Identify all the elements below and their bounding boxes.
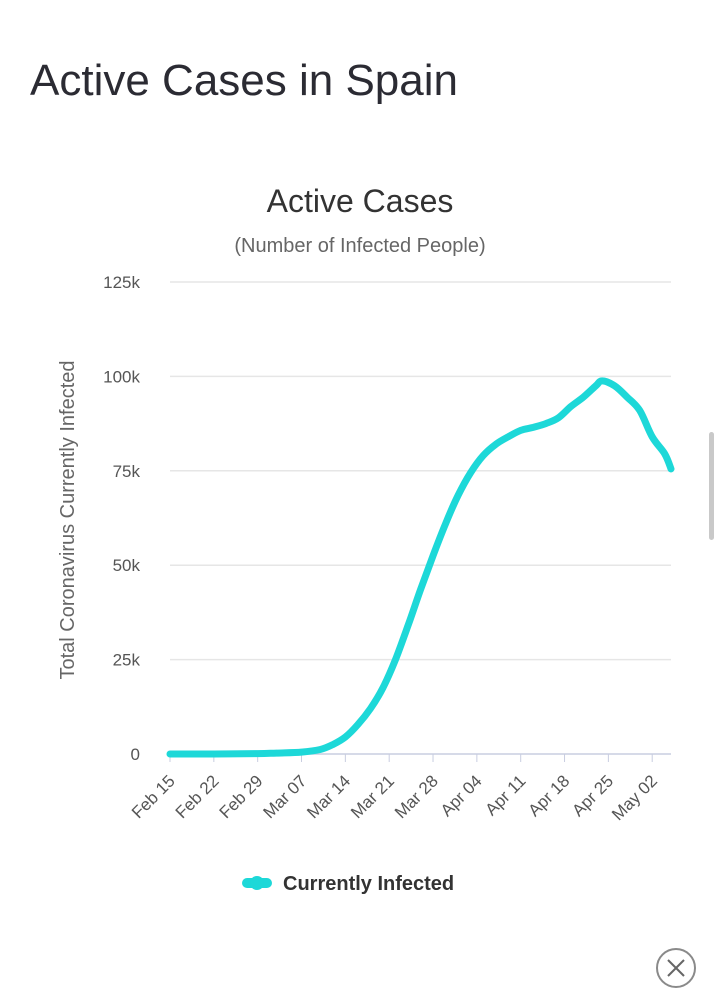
x-tick-label: Feb 29 bbox=[216, 771, 267, 822]
x-tick-label: Feb 22 bbox=[172, 771, 223, 822]
legend[interactable]: Currently Infected bbox=[242, 873, 454, 895]
x-tick-label: Mar 21 bbox=[347, 771, 398, 822]
x-tick-label: Mar 28 bbox=[391, 771, 442, 822]
y-tick-label: 0 bbox=[131, 745, 140, 764]
close-icon bbox=[667, 959, 685, 977]
y-tick-label: 50k bbox=[113, 556, 141, 575]
y-tick-label: 100k bbox=[103, 367, 140, 386]
legend-label: Currently Infected bbox=[283, 873, 454, 895]
y-axis-title: Total Coronavirus Currently Infected bbox=[57, 360, 79, 679]
chart-title: Active Cases bbox=[267, 183, 454, 219]
gridlines bbox=[170, 281, 671, 755]
chart-subtitle: (Number of Infected People) bbox=[234, 235, 485, 257]
x-tick-label: May 02 bbox=[608, 771, 661, 824]
series-line-currently-infected bbox=[166, 377, 675, 758]
x-tick-label: Mar 14 bbox=[303, 771, 354, 822]
active-cases-chart: Active Cases (Number of Infected People)… bbox=[57, 183, 675, 895]
scrollbar[interactable] bbox=[709, 432, 714, 540]
x-tick-label: Apr 18 bbox=[525, 771, 574, 820]
x-tick-label: Apr 04 bbox=[437, 771, 486, 820]
page-title: Active Cases in Spain bbox=[30, 56, 458, 105]
x-tick-label: Mar 07 bbox=[259, 771, 310, 822]
y-tick-label: 125k bbox=[103, 273, 140, 292]
y-tick-label: 25k bbox=[113, 651, 141, 670]
y-axis-ticks: 0 25k 50k 75k 100k 125k bbox=[103, 273, 140, 764]
x-tick-label: Apr 11 bbox=[482, 771, 530, 819]
x-tick-label: Feb 15 bbox=[128, 771, 179, 822]
y-tick-label: 75k bbox=[113, 462, 141, 481]
close-button[interactable] bbox=[656, 948, 696, 988]
legend-marker bbox=[250, 876, 264, 890]
